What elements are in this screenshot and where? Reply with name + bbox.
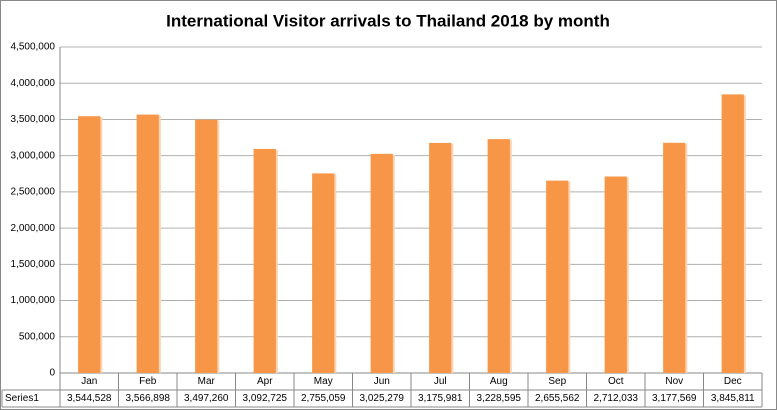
data-table-value: 2,712,033 xyxy=(594,393,639,404)
bar xyxy=(195,119,218,373)
y-tick-label: 3,500,000 xyxy=(11,114,56,125)
bar xyxy=(253,148,276,373)
data-table-value: 2,755,059 xyxy=(301,393,346,404)
y-tick-label: 4,500,000 xyxy=(11,42,56,53)
data-table-value: 3,566,898 xyxy=(126,393,171,404)
x-tick-label: Dec xyxy=(724,376,742,387)
bar xyxy=(487,139,510,373)
bar xyxy=(136,114,159,373)
data-table-value: 3,228,595 xyxy=(477,393,522,404)
bar xyxy=(663,142,686,373)
data-table-value: 3,845,811 xyxy=(711,393,755,404)
data-table-value: 3,544,528 xyxy=(67,393,112,404)
x-tick-label: Mar xyxy=(198,376,216,387)
bar xyxy=(429,142,452,373)
legend-label: Series1 xyxy=(5,393,39,404)
bar xyxy=(78,116,101,374)
x-tick-label: Aug xyxy=(490,376,508,387)
data-table-value: 3,497,260 xyxy=(184,393,229,404)
x-tick-label: May xyxy=(314,376,333,387)
bar xyxy=(721,94,744,373)
x-tick-label: Feb xyxy=(139,376,157,387)
x-tick-label: Apr xyxy=(257,376,273,387)
x-tick-label: Oct xyxy=(608,376,624,387)
bar xyxy=(546,180,569,373)
y-tick-label: 3,000,000 xyxy=(11,150,56,161)
y-tick-label: 1,000,000 xyxy=(11,295,56,306)
y-tick-label: 0 xyxy=(49,368,55,379)
y-tick-label: 500,000 xyxy=(19,331,56,342)
x-tick-label: Jan xyxy=(81,376,97,387)
y-tick-label: 4,000,000 xyxy=(11,78,56,89)
x-tick-label: Sep xyxy=(548,376,566,387)
x-tick-label: Nov xyxy=(665,376,683,387)
data-table-value: 3,092,725 xyxy=(243,393,288,404)
data-table-value: 3,175,981 xyxy=(418,393,463,404)
bar xyxy=(370,153,393,373)
data-table-value: 3,025,279 xyxy=(360,393,405,404)
x-tick-label: Jul xyxy=(434,376,447,387)
data-table-value: 3,177,569 xyxy=(652,393,697,404)
x-tick-label: Jun xyxy=(374,376,390,387)
y-tick-label: 2,500,000 xyxy=(11,187,56,198)
y-tick-label: 1,500,000 xyxy=(11,259,56,270)
bar xyxy=(312,173,335,373)
data-table-value: 2,655,562 xyxy=(535,393,580,404)
bar xyxy=(604,176,627,373)
y-tick-label: 2,000,000 xyxy=(11,223,56,234)
chart-title: International Visitor arrivals to Thaila… xyxy=(166,11,610,30)
